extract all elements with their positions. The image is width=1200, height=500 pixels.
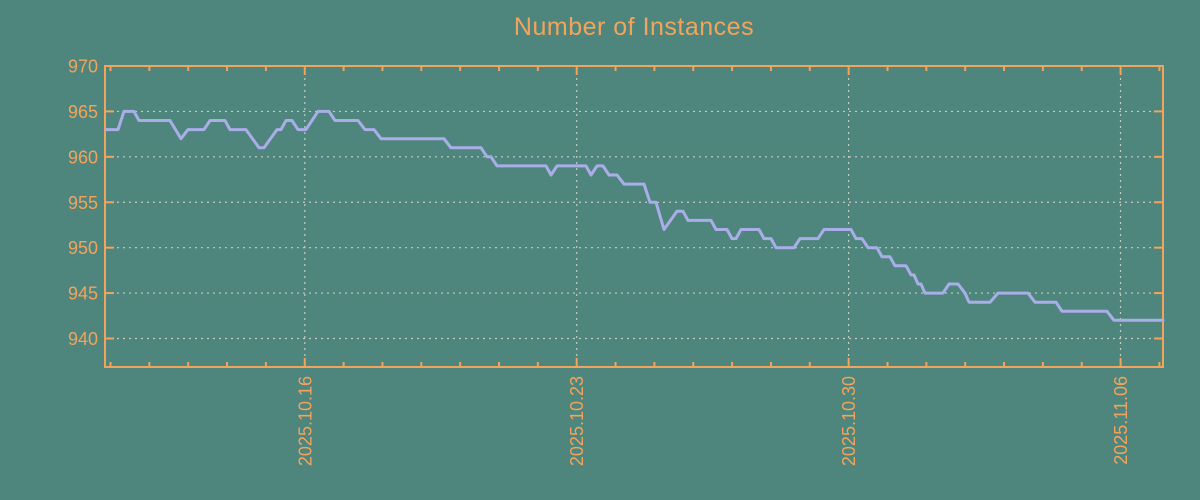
y-tick-label-955: 955 (68, 193, 98, 213)
y-tick-label-960: 960 (68, 147, 98, 167)
y-tick-label-945: 945 (68, 284, 98, 304)
instances-series-line (104, 109, 1165, 322)
y-tick-label-950: 950 (68, 238, 98, 258)
data-series-line (104, 109, 1165, 322)
chart-title: Number of Instances (513, 13, 755, 41)
x-tick-label-2025.10.16: 2025.10.16 (295, 376, 315, 466)
plot-border (104, 65, 1164, 368)
y-tick-label-965: 965 (68, 102, 98, 122)
x-tick-label-2025.11.06: 2025.11.06 (1111, 376, 1131, 465)
axes-border-and-ticks (104, 65, 1164, 368)
x-tick-label-2025.10.23: 2025.10.23 (567, 376, 587, 466)
y-tick-label-940: 940 (68, 329, 98, 349)
y-tick-label-970: 970 (68, 57, 98, 77)
axis-tick-labels: 970 965 960 955 950 945 940 2025.10.16 2025.10.2… (68, 57, 1131, 467)
x-tick-label-2025.10.30: 2025.10.30 (839, 376, 859, 466)
grid-lines (105, 66, 1163, 367)
